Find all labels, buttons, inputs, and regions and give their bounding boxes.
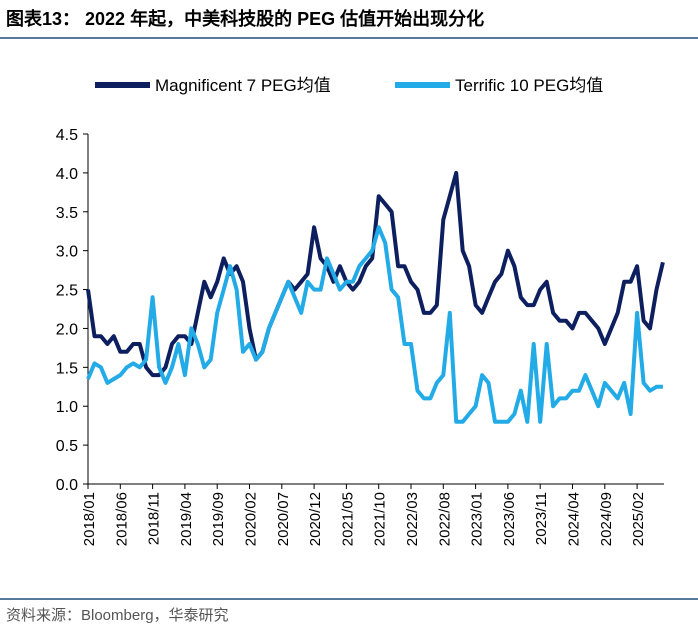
x-tick-label: 2023/06 [501, 492, 518, 546]
x-tick-label: 2022/03 [404, 492, 421, 546]
x-tick-label: 2018/11 [146, 492, 163, 545]
x-tick-label: 2023/01 [469, 492, 486, 546]
legend-label: Magnificent 7 PEG均值 [155, 76, 331, 95]
x-tick-label: 2023/11 [533, 492, 550, 545]
y-tick-label: 3.0 [56, 244, 78, 261]
y-tick-label: 4.5 [56, 127, 78, 144]
y-tick-label: 3.5 [56, 205, 78, 222]
x-tick-label: 2025/02 [630, 492, 647, 546]
x-tick-label: 2022/08 [436, 492, 453, 546]
y-tick-label: 2.5 [56, 283, 78, 300]
y-tick-label: 2.0 [56, 321, 78, 338]
x-tick-label: 2019/09 [210, 492, 227, 546]
y-tick-label: 1.0 [56, 399, 78, 416]
x-tick-label: 2021/05 [339, 492, 356, 546]
x-tick-label: 2020/07 [275, 492, 292, 546]
x-tick-label: 2019/04 [178, 492, 195, 546]
x-tick-label: 2018/06 [113, 492, 130, 546]
source: 资料来源：Bloomberg，华泰研究 [6, 607, 229, 624]
y-tick-label: 0.5 [56, 438, 78, 455]
x-tick-label: 2020/02 [243, 492, 260, 546]
y-tick-label: 0.0 [56, 477, 78, 494]
x-tick-label: 2024/04 [566, 492, 583, 546]
y-tick-label: 4.0 [56, 166, 78, 183]
y-tick-label: 1.5 [56, 360, 78, 377]
series-line [86, 170, 665, 378]
legend-label: Terrific 10 PEG均值 [455, 76, 603, 95]
x-tick-label: 2020/12 [307, 492, 324, 546]
x-tick-label: 2021/10 [372, 492, 389, 546]
series-line [86, 225, 663, 424]
x-tick-label: 2018/01 [81, 492, 98, 546]
x-tick-label: 2024/09 [598, 492, 615, 546]
chart-title: 图表13： 2022 年起，中美科技股的 PEG 估值开始出现分化 [6, 8, 484, 29]
